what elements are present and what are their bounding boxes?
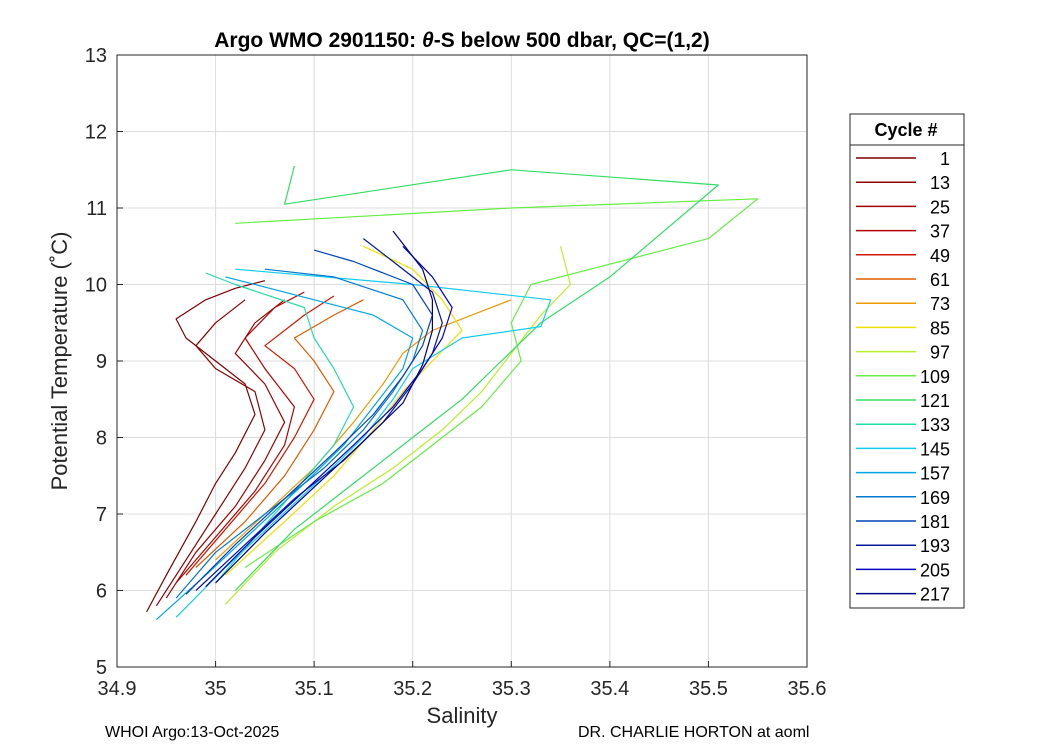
- series-line-cycle-169: [175, 268, 424, 599]
- legend-label: 157: [920, 464, 950, 484]
- series-line-cycle-157: [155, 276, 414, 621]
- legend-label: 61: [930, 270, 950, 290]
- footer-credit: DR. CHARLIE HORTON at aoml: [578, 724, 810, 741]
- y-tick-label: 6: [96, 581, 107, 603]
- y-axis-ticks: 5 6 7 8 9 10 11 12 13: [85, 45, 123, 679]
- series-line-cycle-1: [146, 280, 266, 613]
- legend-label: 121: [920, 391, 950, 411]
- y-tick-label: 12: [85, 122, 107, 144]
- y-axis-label: Potential Temperature (˚C): [47, 232, 72, 491]
- legend-label: 13: [930, 173, 950, 193]
- legend-label: 181: [920, 512, 950, 532]
- x-tick-label: 35.3: [492, 678, 531, 700]
- x-axis-label: Salinity: [427, 703, 498, 728]
- legend-label: 97: [930, 343, 950, 363]
- legend-label: 217: [920, 585, 950, 605]
- legend-entries: 1 13 25 37 49 61 73 85 97 109 121 133 145 157 169 181 19…: [856, 149, 950, 605]
- x-tick-label: 34.9: [98, 678, 137, 700]
- legend: Cycle # 1 13 25 37 49 61 73 85 97 109 121 133 145 157…: [849, 113, 965, 609]
- y-tick-label: 5: [96, 657, 107, 679]
- legend-label: 49: [930, 246, 950, 266]
- x-tick-label: 35.4: [590, 678, 629, 700]
- series-line-cycle-73: [215, 299, 512, 561]
- series-line-cycle-145: [175, 268, 552, 618]
- legend-label: 193: [920, 536, 950, 556]
- series-line-cycle-37: [175, 291, 305, 584]
- series-line-cycle-97: [224, 246, 572, 605]
- series-line-cycle-217: [215, 230, 433, 584]
- y-tick-label: 9: [96, 351, 107, 373]
- series-line-cycle-121: [234, 165, 719, 591]
- x-tick-label: 35.2: [393, 678, 432, 700]
- legend-label: 133: [920, 415, 950, 435]
- y-tick-label: 10: [85, 275, 107, 297]
- legend-label: 85: [930, 318, 950, 338]
- legend-label: 25: [930, 197, 950, 217]
- series-line-cycle-61: [195, 299, 364, 568]
- series-line-cycle-205: [205, 245, 453, 588]
- series-line-cycle-109: [235, 198, 759, 568]
- x-axis-ticks: 34.9 35 35.1 35.2 35.3 35.4 35.5 35.6: [98, 661, 827, 700]
- legend-label: 205: [920, 560, 950, 580]
- x-tick-label: 35.5: [689, 678, 728, 700]
- x-tick-label: 35: [204, 678, 226, 700]
- x-tick-label: 35.6: [788, 678, 827, 700]
- legend-label: 73: [930, 294, 950, 314]
- y-tick-label: 11: [86, 198, 107, 220]
- y-tick-label: 13: [85, 45, 107, 67]
- legend-title: Cycle #: [874, 120, 937, 140]
- legend-box: [849, 113, 965, 609]
- series-line-cycle-49: [185, 295, 335, 576]
- legend-label: 169: [920, 488, 950, 508]
- legend-label: 1: [940, 149, 950, 169]
- series-layer: [146, 165, 759, 621]
- x-tick-label: 35.1: [295, 678, 334, 700]
- series-line-cycle-13: [155, 299, 266, 607]
- chart-title: Argo WMO 2901150: θ-S below 500 dbar, QC…: [214, 29, 709, 52]
- y-tick-label: 7: [96, 504, 107, 526]
- legend-label: 37: [930, 222, 950, 242]
- series-line-cycle-25: [165, 299, 286, 599]
- series-line-cycle-133: [205, 272, 355, 584]
- y-tick-label: 8: [96, 428, 107, 450]
- footer-source: WHOI Argo:13-Oct-2025: [105, 724, 280, 741]
- legend-label: 109: [920, 367, 950, 387]
- series-line-cycle-181: [185, 249, 433, 595]
- legend-label: 145: [920, 439, 950, 459]
